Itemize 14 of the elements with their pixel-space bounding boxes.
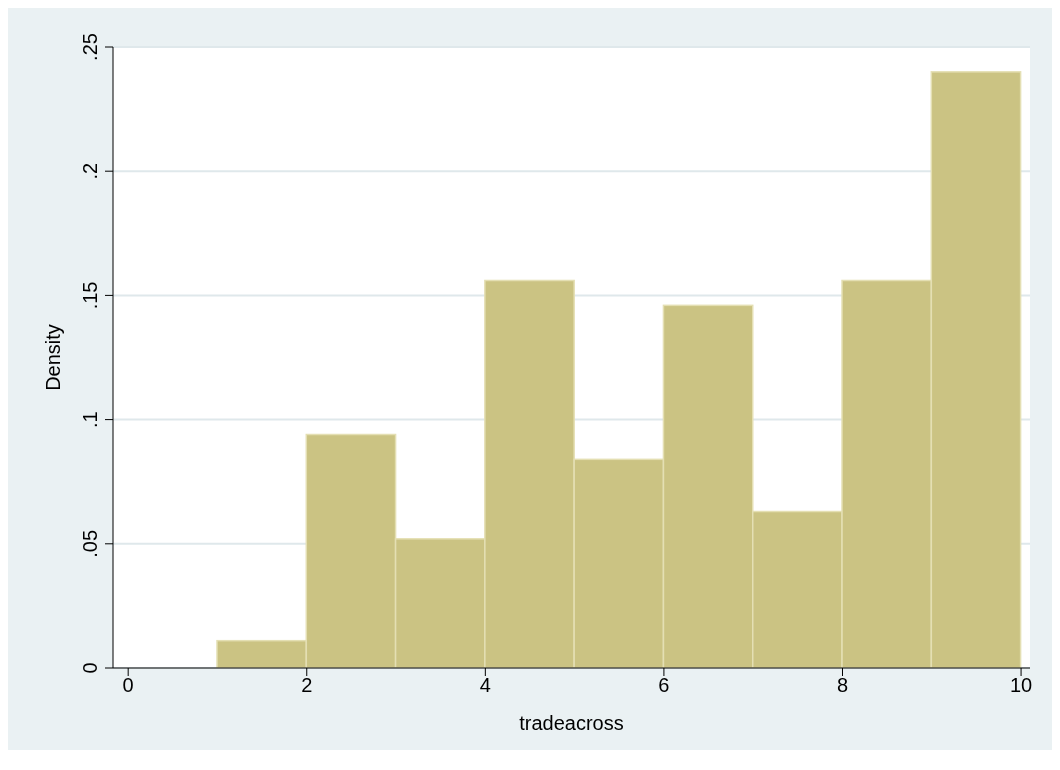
y-axis-title: Density bbox=[42, 324, 65, 391]
x-tick-label: 10 bbox=[1009, 674, 1033, 697]
y-tick-label: .05 bbox=[79, 529, 101, 558]
x-axis-title: tradeacross bbox=[519, 712, 624, 734]
y-tick-label: .15 bbox=[79, 281, 101, 310]
x-tick-label: 0 bbox=[122, 674, 134, 697]
y-tick-label: .2 bbox=[79, 162, 101, 180]
y-tick-label: 0 bbox=[79, 662, 101, 674]
x-tick-label: 2 bbox=[301, 674, 313, 697]
x-tick-label: 4 bbox=[479, 674, 491, 697]
y-tick-label: .1 bbox=[79, 411, 101, 428]
x-tick-label: 8 bbox=[836, 674, 849, 697]
y-tick-label: .25 bbox=[79, 33, 101, 61]
x-tick-label: 6 bbox=[658, 674, 670, 697]
